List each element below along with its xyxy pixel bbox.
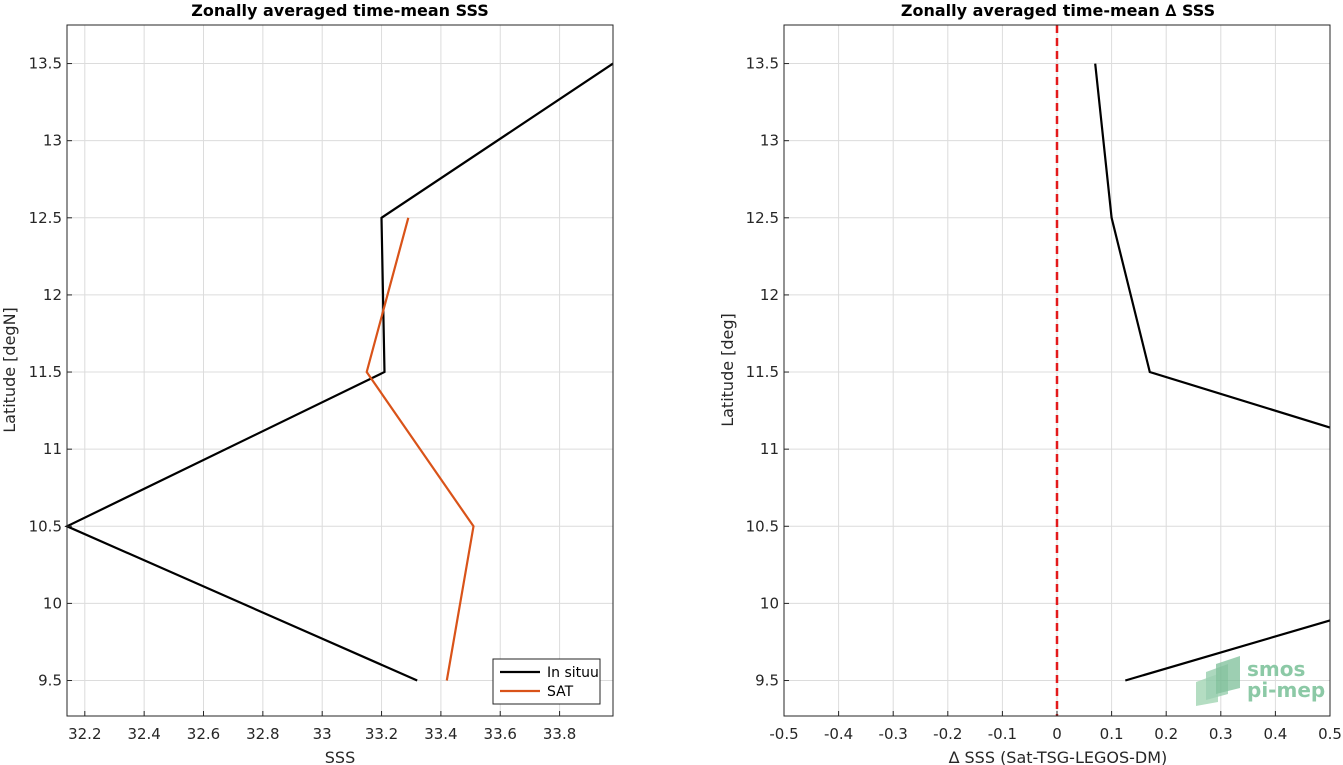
x-tick-label: -0.2 xyxy=(933,725,962,743)
series-line-delta-sss xyxy=(1124,619,1331,682)
y-tick-label: 11.5 xyxy=(746,363,779,381)
x-tick-label: 32.8 xyxy=(246,725,279,743)
left-chart-panel: 32.2 32.4 32.6 32.8 33 33.2 33.4 33.6 33.8 9.5 10… xyxy=(0,1,614,765)
legend: In situu SAT xyxy=(492,658,601,705)
y-tick-label: 12 xyxy=(760,286,779,304)
y-tick-label: 10.5 xyxy=(746,517,779,535)
y-tick-label: 11 xyxy=(43,440,62,458)
x-tick-label: 0.2 xyxy=(1154,725,1178,743)
y-tick-label: 11.5 xyxy=(29,363,62,381)
left-grid xyxy=(67,25,613,716)
left-plot-frame xyxy=(66,24,614,717)
y-tick-label: 12.5 xyxy=(29,209,62,227)
right-y-tick-labels: 9.5 10 10.5 11 11.5 12 12.5 13 13.5 xyxy=(746,55,789,690)
logo-text-smos: smos xyxy=(1247,657,1305,681)
right-x-tick-labels: -0.5 -0.4 -0.3 -0.2 -0.1 0 0.1 0.2 0.3 0.4 0.5 xyxy=(769,711,1342,743)
y-tick-label: 13.5 xyxy=(29,55,62,73)
y-tick-label: 10 xyxy=(760,594,779,612)
legend-box xyxy=(492,658,601,705)
x-tick-label: 0.1 xyxy=(1100,725,1124,743)
y-tick-label: 9.5 xyxy=(755,672,779,690)
x-tick-label: 32.6 xyxy=(187,725,220,743)
x-tick-label: -0.1 xyxy=(988,725,1017,743)
right-series-lines xyxy=(1094,63,1331,682)
series-line-in-situu xyxy=(64,62,614,682)
right-x-axis-label: ∆ SSS (Sat-TSG-LEGOS-DM) xyxy=(948,748,1168,765)
right-y-axis-label: Latitude [deg] xyxy=(718,313,737,427)
x-tick-label: 32.4 xyxy=(127,725,160,743)
right-chart-title: Zonally averaged time-mean ∆ SSS xyxy=(901,1,1215,20)
logo-text-pi-mep: pi-mep xyxy=(1247,678,1325,702)
x-tick-label: 33 xyxy=(313,725,332,743)
x-tick-label: 33.4 xyxy=(424,725,457,743)
series-line-delta-sss xyxy=(1094,63,1331,429)
logo-mark xyxy=(1196,656,1240,706)
legend-label-in-situ: In situu xyxy=(547,665,599,681)
series-line-sat xyxy=(365,217,475,681)
left-chart-title: Zonally averaged time-mean SSS xyxy=(191,1,489,20)
y-tick-label: 9.5 xyxy=(38,672,62,690)
y-tick-label: 13 xyxy=(43,132,62,150)
left-x-axis-label: SSS xyxy=(325,748,355,765)
y-tick-label: 13.5 xyxy=(746,55,779,73)
smos-pi-mep-logo: smos pi-mep xyxy=(1196,656,1325,706)
x-tick-label: 33.8 xyxy=(543,725,576,743)
x-tick-label: -0.4 xyxy=(824,725,853,743)
x-tick-label: -0.5 xyxy=(769,725,798,743)
x-tick-label: 0.3 xyxy=(1209,725,1233,743)
x-tick-label: 33.6 xyxy=(484,725,517,743)
legend-label-sat: SAT xyxy=(547,684,574,700)
x-tick-label: 0.4 xyxy=(1263,725,1287,743)
y-tick-label: 12.5 xyxy=(746,209,779,227)
x-tick-label: 32.2 xyxy=(68,725,101,743)
y-tick-label: 11 xyxy=(760,440,779,458)
x-tick-label: 0.5 xyxy=(1318,725,1342,743)
right-chart-panel: smos pi-mep -0.5 -0.4 -0.3 -0.2 -0.1 0 0.1 0.2 0… xyxy=(718,1,1342,765)
y-tick-label: 13 xyxy=(760,132,779,150)
x-tick-label: 33.2 xyxy=(365,725,398,743)
y-tick-label: 10.5 xyxy=(29,517,62,535)
left-y-tick-labels: 9.5 10 10.5 11 11.5 12 12.5 13 13.5 xyxy=(29,55,72,690)
left-y-axis-label: Latitude [degN] xyxy=(0,307,19,433)
x-tick-label: -0.3 xyxy=(879,725,908,743)
left-series-lines xyxy=(64,62,614,682)
left-x-tick-labels: 32.2 32.4 32.6 32.8 33 33.2 33.4 33.6 33.8 xyxy=(68,711,576,743)
y-tick-label: 12 xyxy=(43,286,62,304)
x-tick-label: 0 xyxy=(1052,725,1062,743)
y-tick-label: 10 xyxy=(43,594,62,612)
